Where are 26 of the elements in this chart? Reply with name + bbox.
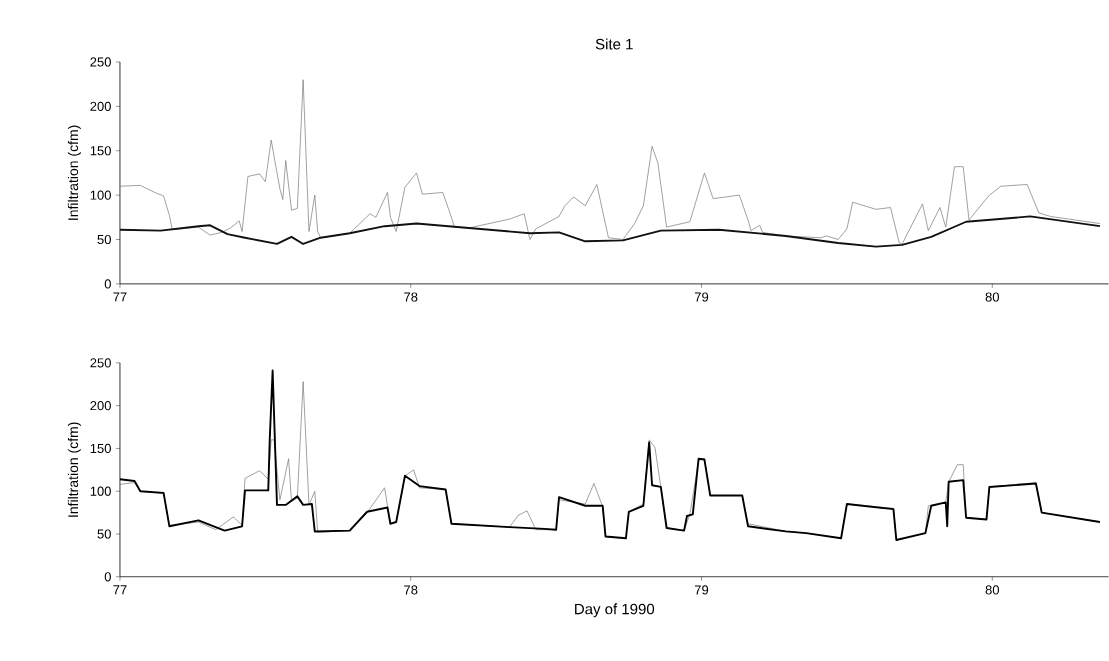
- y-tick-label: 150: [90, 443, 111, 454]
- y-tick-label: 200: [90, 401, 111, 411]
- x-tick-label: 77: [113, 585, 127, 595]
- line-series: [119, 215, 1101, 248]
- x-tick-label: 80: [985, 585, 1000, 595]
- y-tick-label: 100: [90, 486, 111, 496]
- y-tick-label: 250: [90, 358, 111, 368]
- x-tick-label: 79: [694, 292, 709, 302]
- y-tick-label: 250: [90, 57, 111, 67]
- x-tick-label: 80: [985, 292, 1000, 302]
- y-tick-label: 200: [90, 101, 111, 112]
- x-tick-label: 79: [694, 585, 709, 595]
- x-tick-label: 78: [404, 585, 418, 595]
- y-tick-label: 0: [104, 279, 111, 289]
- x-tick-label: 78: [404, 292, 418, 302]
- y-tick-label: 0: [104, 572, 111, 582]
- chart-title: Site 1: [595, 38, 633, 50]
- y-tick-label: 50: [97, 235, 111, 245]
- y-axis-title: Infiltration (cfm): [67, 422, 81, 517]
- line-series: [119, 79, 1101, 245]
- y-axis-title: Infiltration (cfm): [67, 125, 81, 220]
- x-tick-label: 77: [113, 292, 127, 302]
- y-tick-label: 50: [97, 529, 111, 539]
- y-tick-label: 100: [90, 190, 111, 200]
- x-axis-title: Day of 1990: [575, 603, 655, 618]
- y-tick-label: 150: [90, 146, 111, 156]
